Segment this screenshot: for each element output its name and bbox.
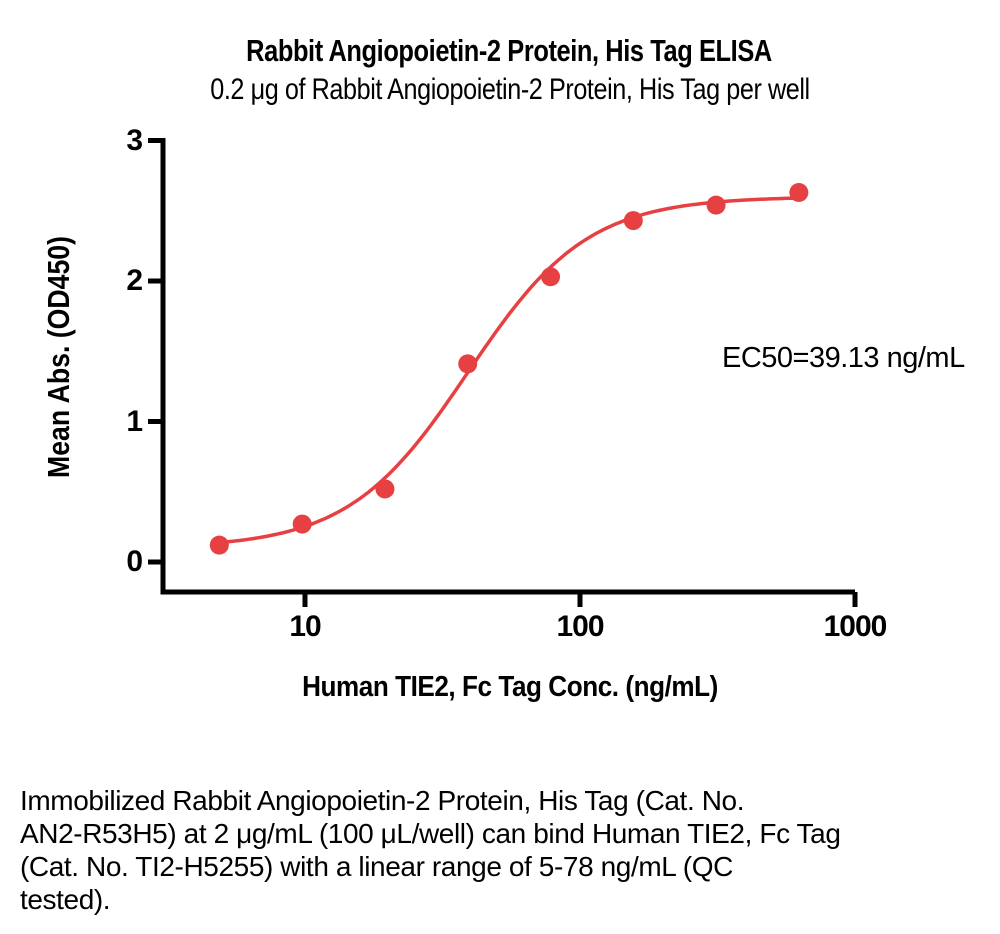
data-point: [209, 535, 229, 555]
data-point: [375, 479, 395, 499]
y-tick-label: 1: [126, 404, 143, 438]
data-point: [706, 195, 726, 215]
elisa-binding-chart: [148, 138, 858, 607]
x-axis-title: Human TIE2, Fc Tag Conc. (ng/mL): [302, 671, 718, 703]
data-point: [541, 267, 561, 287]
caption-line: Immobilized Rabbit Angiopoietin-2 Protei…: [20, 785, 745, 816]
x-tick-label: 10: [289, 610, 321, 643]
data-point: [623, 211, 643, 231]
data-point: [292, 514, 312, 534]
x-tick-label: 1000: [823, 610, 888, 643]
figure-caption: Immobilized Rabbit Angiopoietin-2 Protei…: [20, 784, 990, 916]
chart-title: Rabbit Angiopoietin-2 Protein, His Tag E…: [246, 33, 772, 68]
fit-curve: [219, 196, 799, 545]
y-tick-label: 3: [126, 123, 143, 157]
caption-line: AN2-R53H5) at 2 μg/mL (100 μL/well) can …: [20, 818, 841, 849]
caption-line: tested).: [20, 884, 111, 915]
y-tick-label: 2: [126, 264, 143, 297]
x-tick-label: 100: [556, 610, 604, 643]
data-point: [789, 182, 809, 202]
y-axis-title: Mean Abs. (OD450): [41, 236, 76, 478]
ec50-annotation: EC50=39.13 ng/mL: [722, 342, 965, 374]
chart-subtitle: 0.2 μg of Rabbit Angiopoietin-2 Protein,…: [210, 73, 810, 106]
y-tick-label: 0: [126, 545, 143, 578]
caption-line: (Cat. No. TI2-H5255) with a linear range…: [20, 851, 733, 882]
data-point: [458, 354, 478, 374]
